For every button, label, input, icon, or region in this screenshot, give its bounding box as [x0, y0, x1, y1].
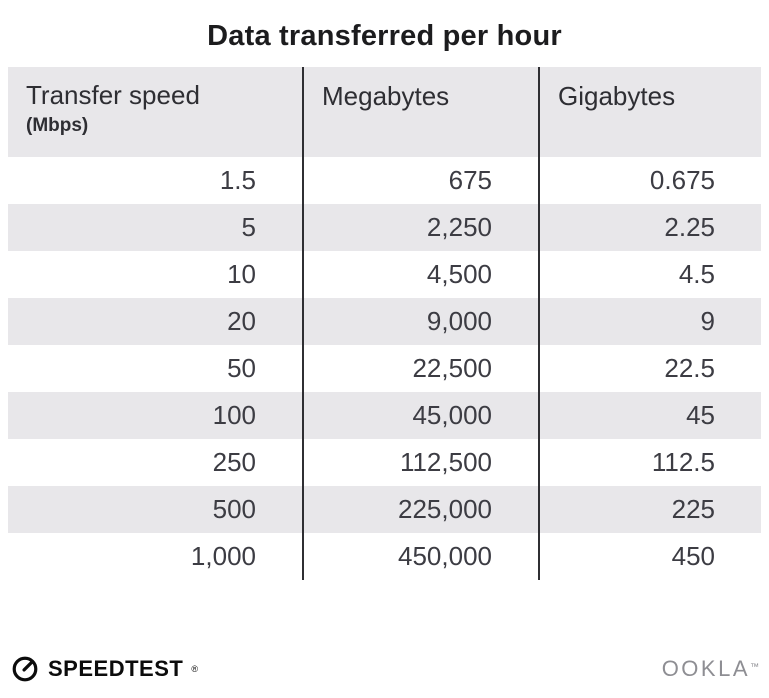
cell-megabytes: 22,500 — [302, 345, 539, 392]
cell-gigabytes: 22.5 — [538, 345, 761, 392]
table-row: 1.5 675 0.675 — [8, 157, 761, 204]
table-row: 100 45,000 45 — [8, 392, 761, 439]
cell-gigabytes: 0.675 — [538, 157, 761, 204]
ookla-trademark: ™ — [750, 661, 759, 672]
cell-megabytes: 112,500 — [302, 439, 539, 486]
table-row: 5 2,250 2.25 — [8, 204, 761, 251]
cell-megabytes: 4,500 — [302, 251, 539, 298]
header-megabytes: Megabytes — [302, 67, 539, 157]
speedtest-logo: SPEEDTEST ® — [10, 654, 198, 684]
ookla-wordmark: OOKLA — [661, 656, 750, 681]
header-mbps-label: (Mbps) — [26, 114, 89, 136]
cell-speed: 1.5 — [8, 157, 303, 204]
cell-gigabytes: 2.25 — [538, 204, 761, 251]
header-transfer-speed: Transfer speed (Mbps) — [8, 67, 303, 157]
cell-speed: 250 — [8, 439, 303, 486]
header-row: Transfer speed (Mbps) Megabytes Gigabyte… — [8, 67, 761, 157]
cell-megabytes: 45,000 — [302, 392, 539, 439]
cell-megabytes: 2,250 — [302, 204, 539, 251]
speedtest-trademark: ® — [191, 664, 198, 674]
cell-speed: 500 — [8, 486, 303, 533]
cell-speed: 50 — [8, 345, 303, 392]
cell-gigabytes: 450 — [538, 533, 761, 580]
table-row: 250 112,500 112.5 — [8, 439, 761, 486]
cell-gigabytes: 112.5 — [538, 439, 761, 486]
cell-speed: 5 — [8, 204, 303, 251]
speedtest-wordmark: SPEEDTEST — [48, 656, 184, 681]
cell-megabytes: 225,000 — [302, 486, 539, 533]
cell-gigabytes: 45 — [538, 392, 761, 439]
cell-speed: 1,000 — [8, 533, 303, 580]
cell-speed: 10 — [8, 251, 303, 298]
page-title: Data transferred per hour — [207, 20, 562, 52]
ookla-logo: OOKLA™ — [662, 656, 759, 682]
table-row: 1,000 450,000 450 — [8, 533, 761, 580]
header-transfer-speed-label: Transfer speed — [26, 80, 200, 110]
cell-speed: 100 — [8, 392, 303, 439]
table-row: 500 225,000 225 — [8, 486, 761, 533]
cell-megabytes: 675 — [302, 157, 539, 204]
header-gigabytes: Gigabytes — [538, 67, 761, 157]
table-row: 50 22,500 22.5 — [8, 345, 761, 392]
cell-speed: 20 — [8, 298, 303, 345]
speedtest-gauge-icon — [12, 656, 38, 682]
table-row: 10 4,500 4.5 — [8, 251, 761, 298]
cell-gigabytes: 4.5 — [538, 251, 761, 298]
footer: SPEEDTEST ® OOKLA™ — [10, 654, 759, 684]
cell-megabytes: 9,000 — [302, 298, 539, 345]
data-table: Transfer speed (Mbps) Megabytes Gigabyte… — [8, 67, 761, 580]
cell-megabytes: 450,000 — [302, 533, 539, 580]
cell-gigabytes: 9 — [538, 298, 761, 345]
table-row: 20 9,000 9 — [8, 298, 761, 345]
cell-gigabytes: 225 — [538, 486, 761, 533]
